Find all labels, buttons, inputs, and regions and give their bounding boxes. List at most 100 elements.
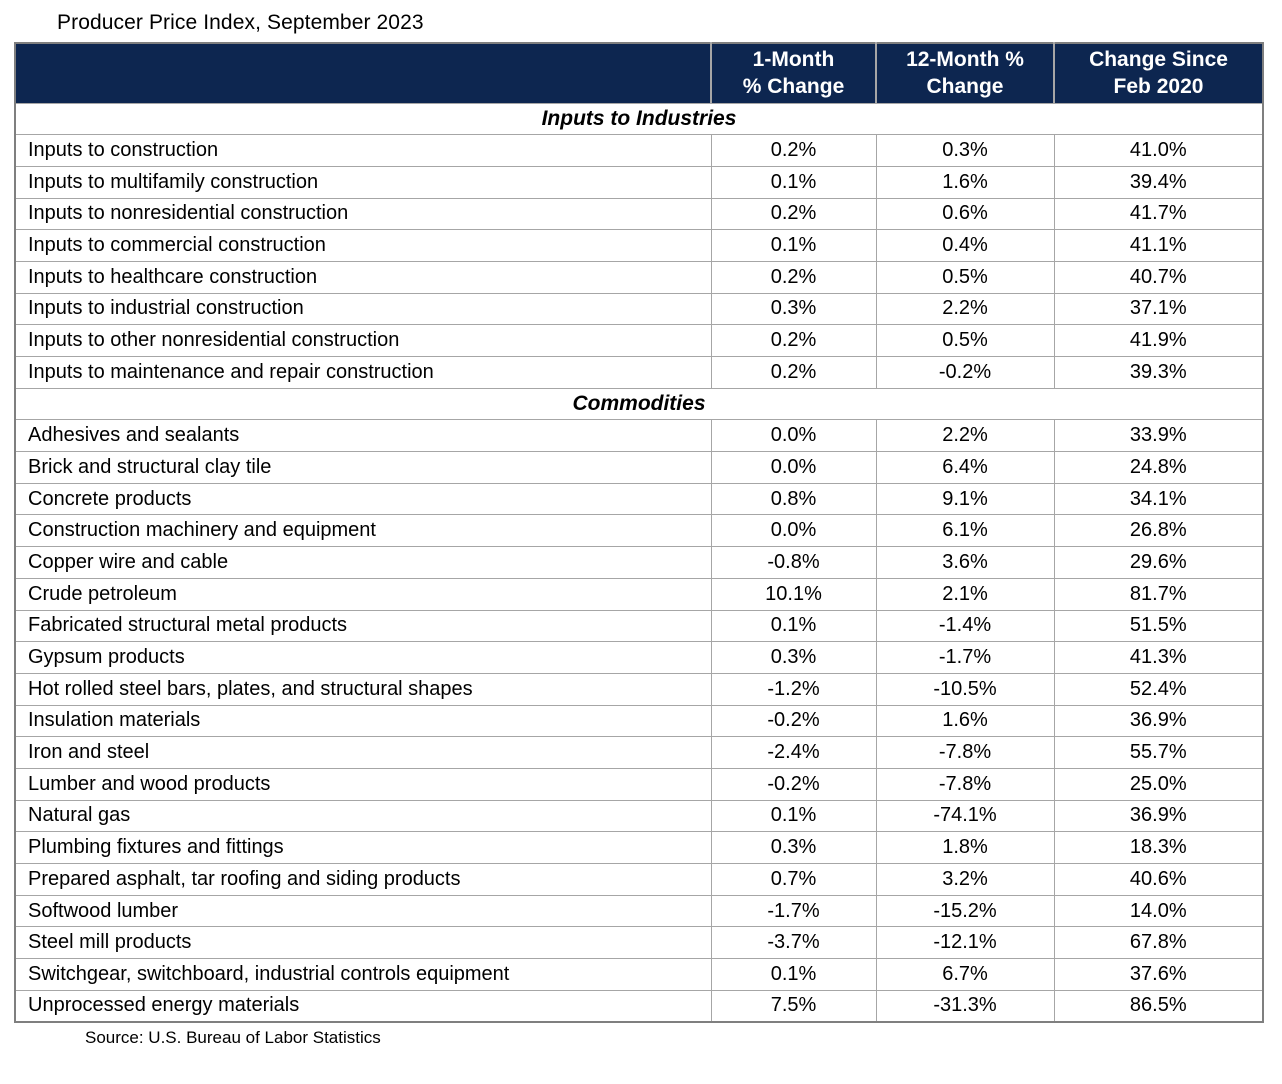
twelve-month-value: 0.5% [875, 260, 1055, 294]
header-change-since: Change Since Feb 2020 [1053, 43, 1263, 103]
one-month-value: 0.1% [710, 958, 877, 991]
row-label: Insulation materials [14, 704, 712, 738]
header-change-since-line1: Change Since [1089, 47, 1228, 71]
twelve-month-value: 2.1% [875, 577, 1055, 611]
one-month-value: 0.0% [710, 419, 877, 453]
change-since-feb2020-value: 39.3% [1053, 356, 1264, 389]
twelve-month-value: -74.1% [875, 799, 1055, 833]
one-month-value: 0.7% [710, 863, 877, 896]
row-label: Copper wire and cable [14, 546, 712, 579]
row-label: Inputs to multifamily construction [14, 165, 712, 199]
row-label: Inputs to maintenance and repair constru… [14, 356, 712, 389]
table-row: Inputs to maintenance and repair constru… [14, 356, 1264, 389]
one-month-value: 0.2% [710, 260, 877, 294]
table-row: Steel mill products -3.7% -12.1% 67.8% [14, 926, 1264, 960]
change-since-feb2020-value: 51.5% [1053, 609, 1264, 643]
change-since-feb2020-value: 55.7% [1053, 736, 1264, 769]
one-month-value: -0.2% [710, 767, 877, 801]
twelve-month-value: -10.5% [875, 672, 1055, 706]
change-since-feb2020-value: 18.3% [1053, 831, 1264, 864]
change-since-feb2020-value: 24.8% [1053, 451, 1264, 484]
twelve-month-value: 0.6% [875, 197, 1055, 231]
table-row: Brick and structural clay tile 0.0% 6.4% 24… [14, 451, 1264, 484]
header-twelve-month: 12-Month % Change [875, 43, 1054, 103]
change-since-feb2020-value: 37.6% [1053, 958, 1264, 991]
twelve-month-value: 3.2% [875, 863, 1055, 896]
row-label: Brick and structural clay tile [14, 451, 712, 484]
header-row: 1-Month % Change 12-Month % Change Chang… [15, 43, 1263, 103]
section-header-label: Inputs to Industries [14, 102, 1264, 136]
change-since-feb2020-value: 37.1% [1053, 292, 1264, 326]
one-month-value: 0.0% [710, 514, 877, 548]
section-header-label: Commodities [14, 387, 1264, 421]
row-label: Iron and steel [14, 736, 712, 769]
change-since-feb2020-value: 26.8% [1053, 514, 1264, 548]
table-row: Inputs to industrial construction 0.3% 2.2… [14, 292, 1264, 326]
twelve-month-value: 6.1% [875, 514, 1055, 548]
header-twelve-month-line2: Change [926, 75, 1004, 99]
change-since-feb2020-value: 25.0% [1053, 767, 1264, 801]
change-since-feb2020-value: 41.9% [1053, 324, 1264, 357]
row-label: Prepared asphalt, tar roofing and siding… [14, 863, 712, 896]
one-month-value: 0.1% [710, 609, 877, 643]
twelve-month-value: -1.7% [875, 641, 1055, 674]
one-month-value: -0.2% [710, 704, 877, 738]
row-label: Construction machinery and equipment [14, 514, 712, 548]
change-since-feb2020-value: 14.0% [1053, 894, 1264, 928]
table-row: Crude petroleum 10.1% 2.1% 81.7% [14, 577, 1264, 611]
twelve-month-value: -15.2% [875, 894, 1055, 928]
section-header-row: Commodities [14, 387, 1264, 421]
twelve-month-value: 0.4% [875, 229, 1055, 262]
change-since-feb2020-value: 34.1% [1053, 482, 1264, 516]
one-month-value: -1.2% [710, 672, 877, 706]
change-since-feb2020-value: 86.5% [1053, 989, 1264, 1023]
table-header: 1-Month % Change 12-Month % Change Chang… [15, 43, 1263, 103]
one-month-value: 0.2% [710, 324, 877, 357]
change-since-feb2020-value: 41.0% [1053, 134, 1264, 167]
change-since-feb2020-value: 29.6% [1053, 546, 1264, 579]
change-since-feb2020-value: 81.7% [1053, 577, 1264, 611]
table-row: Iron and steel -2.4% -7.8% 55.7% [14, 736, 1264, 769]
header-blank-cell [15, 43, 711, 103]
section-header-row: Inputs to Industries [14, 102, 1264, 136]
one-month-value: 0.2% [710, 134, 877, 167]
table-row: Gypsum products 0.3% -1.7% 41.3% [14, 641, 1264, 674]
row-label: Hot rolled steel bars, plates, and struc… [14, 672, 712, 706]
table-row: Prepared asphalt, tar roofing and siding… [14, 863, 1264, 896]
row-label: Plumbing fixtures and fittings [14, 831, 712, 864]
table-row: Switchgear, switchboard, industrial cont… [14, 958, 1264, 991]
change-since-feb2020-value: 41.7% [1053, 197, 1264, 231]
row-label: Gypsum products [14, 641, 712, 674]
table-row: Concrete products 0.8% 9.1% 34.1% [14, 482, 1264, 516]
one-month-value: 0.1% [710, 165, 877, 199]
row-label: Inputs to industrial construction [14, 292, 712, 326]
one-month-value: 0.2% [710, 356, 877, 389]
page-title: Producer Price Index, September 2023 [57, 11, 424, 34]
change-since-feb2020-value: 52.4% [1053, 672, 1264, 706]
row-label: Inputs to commercial construction [14, 229, 712, 262]
row-label: Lumber and wood products [14, 767, 712, 801]
twelve-month-value: -1.4% [875, 609, 1055, 643]
table-row: Insulation materials -0.2% 1.6% 36.9% [14, 704, 1264, 738]
table-row: Softwood lumber -1.7% -15.2% 14.0% [14, 894, 1264, 928]
table-row: Copper wire and cable -0.8% 3.6% 29.6% [14, 546, 1264, 579]
ppi-table: 1-Month % Change 12-Month % Change Chang… [14, 42, 1264, 1023]
one-month-value: 0.3% [710, 641, 877, 674]
one-month-value: 0.8% [710, 482, 877, 516]
twelve-month-value: 2.2% [875, 419, 1055, 453]
one-month-value: -3.7% [710, 926, 877, 960]
change-since-feb2020-value: 40.7% [1053, 260, 1264, 294]
table-row: Adhesives and sealants 0.0% 2.2% 33.9% [14, 419, 1264, 453]
table-row: Inputs to healthcare construction 0.2% 0.5… [14, 260, 1264, 294]
table-row: Inputs to construction 0.2% 0.3% 41.0% [14, 134, 1264, 167]
source-note: Source: U.S. Bureau of Labor Statistics [85, 1027, 381, 1047]
twelve-month-value: 1.8% [875, 831, 1055, 864]
table-row: Inputs to multifamily construction 0.1% 1.… [14, 165, 1264, 199]
header-one-month: 1-Month % Change [710, 43, 876, 103]
twelve-month-value: -7.8% [875, 767, 1055, 801]
row-label: Softwood lumber [14, 894, 712, 928]
row-label: Inputs to other nonresidential construct… [14, 324, 712, 357]
change-since-feb2020-value: 36.9% [1053, 704, 1264, 738]
row-label: Inputs to construction [14, 134, 712, 167]
twelve-month-value: 6.7% [875, 958, 1055, 991]
